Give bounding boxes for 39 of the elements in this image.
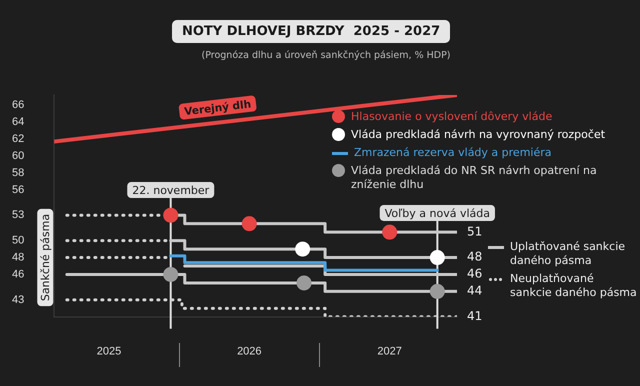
y-tick-label: 50 [12, 234, 24, 247]
y-tick-label: 58 [12, 166, 24, 179]
data-label: 41 [467, 308, 482, 323]
point [296, 275, 312, 290]
y-tick-label: 53 [12, 209, 24, 222]
point [242, 216, 257, 232]
point [430, 250, 445, 266]
data-label: 51 [467, 224, 482, 238]
ref-line-label: 22. november [132, 184, 210, 197]
legend-label: Hlasovanie o vyslovení dôvery vláde [351, 110, 552, 124]
legend-label: Neuplatňované sankcie daného pásma [510, 272, 638, 300]
legend-label: Vláda predkladá do NR SR návrh opatrení na zníženie dlhu [351, 164, 598, 192]
point [382, 224, 398, 240]
y-tick-label: 48 [12, 252, 24, 264]
data-label: 44 [467, 284, 482, 298]
point [163, 266, 178, 282]
x-tick-label: 2026 [237, 345, 262, 358]
chart-title: NOTY DLHOVEJ BRZDY 2025 - 2027 [172, 20, 450, 43]
y-tick-label: 62 [12, 133, 24, 146]
x-tick-label: 2025 [96, 345, 122, 358]
y-tick-label: 46 [12, 268, 24, 281]
point [163, 208, 178, 223]
data-label: 48 [467, 250, 482, 264]
y-tick-label: 64 [12, 116, 24, 128]
x-tick-label: 2027 [377, 345, 402, 358]
y-tick-label: 60 [12, 150, 24, 162]
point [430, 284, 445, 299]
y-tick-label: 66 [12, 99, 24, 112]
data-label: 46 [467, 266, 482, 281]
chart-subtitle: (Prognóza dlhu a úroveň sankčných pásiem, % HDP) [200, 50, 452, 61]
ref-line-label: Voľby a nová vláda [384, 206, 490, 220]
y-axis-title: Sankčné pásma [39, 214, 52, 302]
legend-label: Vláda predkladá návrh na vyrovnaný rozpočet [351, 128, 606, 142]
legend-label: Zmrazená rezerva vlády a premiéra [354, 146, 552, 160]
y-tick-label: 56 [12, 184, 24, 196]
y-tick-label: 43 [12, 294, 24, 306]
legend-label: Uplatňované sankcie daného pásma [510, 240, 626, 268]
point [295, 242, 310, 257]
text: Verejný dlh [184, 98, 252, 118]
